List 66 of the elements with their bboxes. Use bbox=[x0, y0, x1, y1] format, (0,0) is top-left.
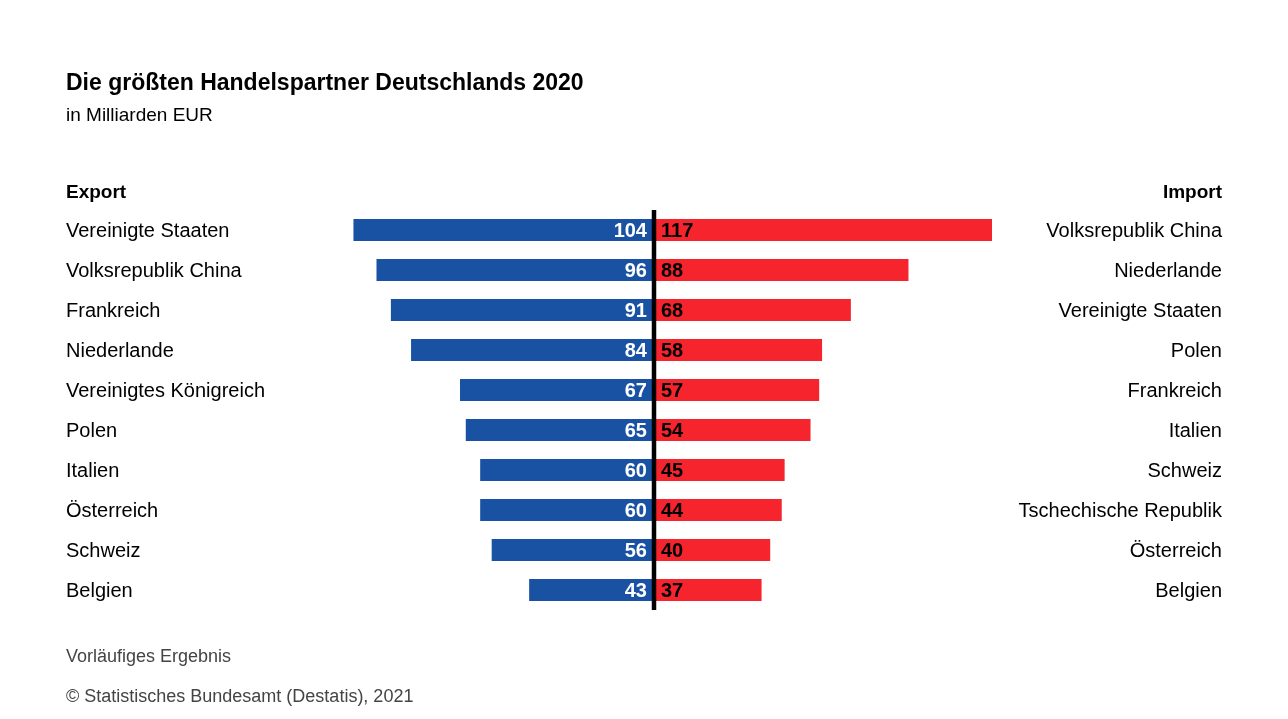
y-tick-label: Vereinigte Staaten bbox=[66, 219, 230, 241]
text: in Milliarden EUR bbox=[66, 104, 213, 125]
y-tick-label: Italien bbox=[66, 459, 120, 481]
y-tick-label: Schweiz bbox=[1147, 459, 1222, 481]
data-label: 56 bbox=[624, 539, 647, 561]
y-tick-label: Frankreich bbox=[1127, 379, 1222, 401]
bar bbox=[465, 419, 653, 441]
data-label: 104 bbox=[613, 219, 648, 241]
bar bbox=[655, 259, 909, 281]
data-label: 96 bbox=[624, 259, 647, 281]
y-axis-title: Export bbox=[66, 181, 127, 202]
y-tick-label: Belgien bbox=[1155, 579, 1222, 601]
y-tick-label: Niederlande bbox=[1114, 259, 1222, 281]
bar bbox=[655, 459, 785, 481]
y-axis-title: Import bbox=[1162, 181, 1223, 202]
y-tick-label: Polen bbox=[1170, 339, 1222, 361]
data-label: 67 bbox=[624, 379, 647, 401]
bar bbox=[390, 299, 653, 321]
data-label: 68 bbox=[661, 299, 684, 321]
bar bbox=[460, 379, 653, 401]
chart-title: Die größten Handelspartner Deutschlands 2020 bbox=[66, 69, 584, 95]
text: © Statistisches Bundesamt (Destatis), 2021 bbox=[66, 686, 414, 706]
data-label: 117 bbox=[661, 219, 694, 241]
y-tick-label: Frankreich bbox=[66, 299, 161, 321]
data-label: 91 bbox=[624, 299, 647, 321]
data-label: 60 bbox=[624, 459, 647, 481]
y-tick-label: Volksrepublik China bbox=[1046, 219, 1223, 241]
y-tick-label: Vereinigtes Königreich bbox=[66, 379, 266, 401]
bar bbox=[376, 259, 653, 281]
data-label: 88 bbox=[661, 259, 684, 281]
y-tick-label: Tschechische Republik bbox=[1018, 499, 1223, 521]
data-label: 45 bbox=[661, 459, 684, 481]
y-tick-label: Niederlande bbox=[66, 339, 174, 361]
bar bbox=[655, 219, 992, 241]
data-label: 37 bbox=[661, 579, 684, 601]
data-label: 54 bbox=[661, 419, 685, 441]
bar bbox=[411, 339, 653, 361]
data-label: 43 bbox=[624, 579, 647, 601]
bar bbox=[655, 339, 823, 361]
data-label: 58 bbox=[661, 339, 684, 361]
bar bbox=[655, 539, 771, 561]
bar bbox=[655, 579, 762, 601]
y-tick-label: Vereinigte Staaten bbox=[1058, 299, 1222, 321]
bar bbox=[655, 379, 820, 401]
bar bbox=[655, 419, 811, 441]
bar bbox=[655, 499, 782, 521]
y-tick-label: Belgien bbox=[66, 579, 133, 601]
bar bbox=[491, 539, 653, 561]
y-tick-label: Österreich bbox=[66, 499, 159, 521]
text: Vorläufiges Ergebnis bbox=[66, 646, 232, 666]
y-tick-label: Österreich bbox=[1129, 539, 1222, 561]
bar bbox=[480, 459, 653, 481]
bar bbox=[353, 219, 653, 241]
data-label: 57 bbox=[661, 379, 684, 401]
data-label: 84 bbox=[624, 339, 648, 361]
data-label: 60 bbox=[624, 499, 647, 521]
y-tick-label: Schweiz bbox=[66, 539, 141, 561]
y-tick-label: Volksrepublik China bbox=[66, 259, 243, 281]
y-tick-label: Italien bbox=[1168, 419, 1222, 441]
bar bbox=[655, 299, 851, 321]
data-label: 65 bbox=[624, 419, 647, 441]
y-tick-label: Polen bbox=[66, 419, 118, 441]
bar bbox=[480, 499, 653, 521]
data-label: 44 bbox=[661, 499, 685, 521]
data-label: 40 bbox=[661, 539, 684, 561]
bar bbox=[529, 579, 653, 601]
